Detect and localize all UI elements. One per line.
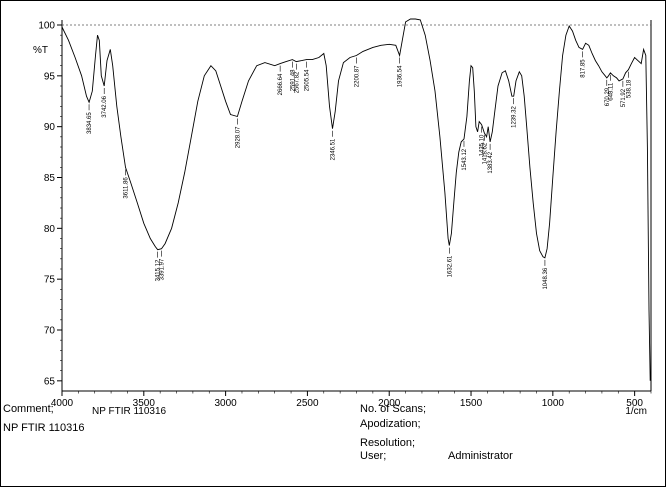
peak-label: 2200.87 — [354, 65, 360, 87]
y-tick-label: 70 — [44, 326, 56, 337]
x-tick-label: 2500 — [296, 398, 319, 409]
peak-label: 2928.07 — [235, 126, 241, 148]
peak-label: 2666.64 — [278, 73, 284, 95]
peak-label: 3611.86 — [124, 177, 130, 199]
x-tick-label: 1500 — [460, 398, 483, 409]
peak-label: 1383.42 — [488, 151, 494, 173]
comment-label: Comment; — [3, 403, 54, 415]
peak-label: 1418.62 — [482, 142, 488, 164]
y-tick-label: 90 — [44, 122, 56, 133]
peak-label: 3391.97 — [159, 258, 165, 280]
y-tick-label: 100 — [38, 21, 55, 32]
y-tick-label: 85 — [44, 173, 56, 184]
x-tick-label: 3500 — [133, 398, 156, 409]
comment-value: NP FTIR 110316 — [3, 422, 85, 434]
y-tick-label: 65 — [44, 376, 56, 387]
peak-label: 3834.65 — [87, 112, 93, 134]
peak-label: 571.92 — [621, 88, 627, 107]
x-tick-label: 2000 — [378, 398, 401, 409]
peak-label: 1632.61 — [447, 255, 453, 277]
x-tick-label: 4000 — [51, 398, 74, 409]
y-tick-label: 95 — [44, 71, 56, 82]
peak-label: 2591.48 — [290, 69, 296, 91]
peak-label: 670.29 — [605, 87, 611, 106]
peak-label: 817.85 — [581, 59, 587, 78]
y-axis-label: %T — [33, 45, 48, 56]
peak-label: 538.18 — [626, 79, 632, 98]
y-tick-label: 75 — [44, 275, 56, 286]
peak-label: 2346.51 — [331, 138, 337, 160]
peak-label: 1239.32 — [512, 106, 518, 128]
apodization-label: Apodization; — [360, 418, 421, 430]
peak-label: 1048.36 — [543, 267, 549, 289]
x-tick-label: 1000 — [542, 398, 565, 409]
user-label: User; — [360, 450, 387, 462]
x-tick-label: 3000 — [214, 398, 237, 409]
peak-label: 1435.10 — [480, 134, 486, 156]
y-tick-label: 80 — [44, 224, 56, 235]
x-axis-ticks: 4000 3500 3000 2500 2000 1500 1000 500 — [51, 391, 652, 409]
resolution-label: Resolution; — [360, 437, 416, 449]
x-axis-label: 1/cm — [625, 406, 647, 417]
y-axis-ticks: 65 70 75 80 85 90 95 100 — [38, 21, 62, 387]
peak-label: 1936.54 — [398, 65, 404, 87]
peak-label: 2505.54 — [305, 69, 311, 91]
spectrum-line — [61, 18, 651, 381]
sample-name: NP FTIR 110316 — [92, 406, 167, 417]
peak-label: 3742.06 — [102, 95, 108, 117]
scans-label: No. of Scans; — [360, 403, 427, 415]
peak-label: 648.11 — [608, 82, 614, 101]
user-value: Administrator — [448, 450, 513, 462]
peak-label: 1543.12 — [462, 148, 468, 170]
x-tick-label: 500 — [626, 398, 643, 409]
peak-label: 3415.12 — [156, 259, 162, 281]
peak-label: 2567.82 — [294, 71, 300, 93]
